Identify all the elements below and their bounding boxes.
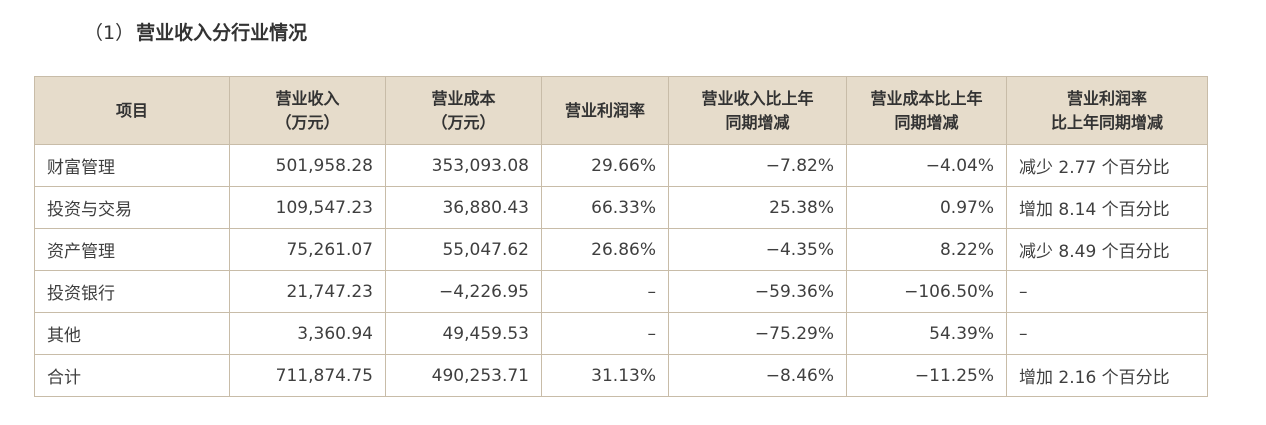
cell-margin: 29.66%: [541, 144, 669, 187]
cell-revenue: 3,360.94: [229, 312, 386, 355]
cell-cost: 55,047.62: [385, 228, 542, 271]
cell-cost: 49,459.53: [385, 312, 542, 355]
cell-revenue-change: −75.29%: [668, 312, 847, 355]
row-label: 合计: [34, 354, 230, 397]
cell-margin: 31.13%: [541, 354, 669, 397]
table-row: 投资与交易 109,547.23 36,880.43 66.33% 25.38%…: [34, 186, 1208, 229]
cell-margin: 66.33%: [541, 186, 669, 229]
cell-revenue: 75,261.07: [229, 228, 386, 271]
table-row: 财富管理 501,958.28 353,093.08 29.66% −7.82%…: [34, 144, 1208, 187]
header-revenue-change: 营业收入比上年 同期增减: [668, 76, 847, 145]
cell-margin: –: [541, 312, 669, 355]
table-row: 资产管理 75,261.07 55,047.62 26.86% −4.35% 8…: [34, 228, 1208, 271]
cell-cost-change: −4.04%: [846, 144, 1007, 187]
header-label: 营业收入比上年: [701, 88, 814, 108]
table-row: 投资银行 21,747.23 −4,226.95 – −59.36% −106.…: [34, 270, 1208, 313]
cell-revenue: 21,747.23: [229, 270, 386, 313]
header-item: 项目: [34, 76, 230, 145]
cell-revenue-change: −4.35%: [668, 228, 847, 271]
table-header: 项目 营业收入 （万元） 营业成本 （万元） 营业利润率 营业收入比上年 同期增…: [34, 76, 1208, 145]
cell-revenue: 711,874.75: [229, 354, 386, 397]
row-label: 资产管理: [34, 228, 230, 271]
header-label: 营业成本: [431, 88, 496, 108]
cell-margin-change: 减少 8.49 个百分比: [1006, 228, 1208, 271]
table-row: 其他 3,360.94 49,459.53 – −75.29% 54.39% –: [34, 312, 1208, 355]
cell-margin-change: 减少 2.77 个百分比: [1006, 144, 1208, 187]
section-number: （1）: [84, 22, 135, 44]
header-margin: 营业利润率: [541, 76, 669, 145]
cell-cost: 490,253.71: [385, 354, 542, 397]
header-unit: （万元）: [275, 112, 340, 132]
cell-cost-change: 0.97%: [846, 186, 1007, 229]
table-row-total: 合计 711,874.75 490,253.71 31.13% −8.46% −…: [34, 354, 1208, 397]
cell-revenue-change: −8.46%: [668, 354, 847, 397]
header-cost: 营业成本 （万元）: [385, 76, 542, 145]
row-label: 投资与交易: [34, 186, 230, 229]
cell-revenue-change: 25.38%: [668, 186, 847, 229]
cell-revenue-change: −7.82%: [668, 144, 847, 187]
header-label-2: 比上年同期增减: [1050, 112, 1163, 132]
cell-revenue-change: −59.36%: [668, 270, 847, 313]
section-title: （1） 营业收入分行业情况: [84, 20, 307, 46]
header-unit: （万元）: [431, 112, 496, 132]
cell-cost-change: −106.50%: [846, 270, 1007, 313]
cell-revenue: 109,547.23: [229, 186, 386, 229]
header-cost-change: 营业成本比上年 同期增减: [846, 76, 1007, 145]
cell-margin-change: 增加 2.16 个百分比: [1006, 354, 1208, 397]
row-label: 投资银行: [34, 270, 230, 313]
cell-revenue: 501,958.28: [229, 144, 386, 187]
header-label-2: 同期增减: [725, 112, 790, 132]
cell-cost-change: −11.25%: [846, 354, 1007, 397]
cell-margin: –: [541, 270, 669, 313]
revenue-by-industry-table: 项目 营业收入 （万元） 营业成本 （万元） 营业利润率 营业收入比上年 同期增…: [34, 76, 1208, 397]
header-label: 营业收入: [275, 88, 340, 108]
cell-margin-change: –: [1006, 312, 1208, 355]
section-heading: 营业收入分行业情况: [136, 22, 308, 44]
cell-cost: −4,226.95: [385, 270, 542, 313]
header-margin-change: 营业利润率 比上年同期增减: [1006, 76, 1208, 145]
header-label-2: 同期增减: [894, 112, 959, 132]
cell-margin: 26.86%: [541, 228, 669, 271]
cell-cost: 353,093.08: [385, 144, 542, 187]
cell-cost-change: 8.22%: [846, 228, 1007, 271]
cell-cost: 36,880.43: [385, 186, 542, 229]
header-label: 营业利润率: [1066, 88, 1147, 108]
header-label: 营业成本比上年: [870, 88, 983, 108]
header-row: 项目 营业收入 （万元） 营业成本 （万元） 营业利润率 营业收入比上年 同期增…: [34, 76, 1208, 145]
cell-cost-change: 54.39%: [846, 312, 1007, 355]
row-label: 财富管理: [34, 144, 230, 187]
header-label: 营业利润率: [564, 100, 645, 120]
table-body: 财富管理 501,958.28 353,093.08 29.66% −7.82%…: [34, 144, 1208, 397]
cell-margin-change: –: [1006, 270, 1208, 313]
cell-margin-change: 增加 8.14 个百分比: [1006, 186, 1208, 229]
header-revenue: 营业收入 （万元）: [229, 76, 386, 145]
header-label: 项目: [115, 100, 148, 120]
row-label: 其他: [34, 312, 230, 355]
